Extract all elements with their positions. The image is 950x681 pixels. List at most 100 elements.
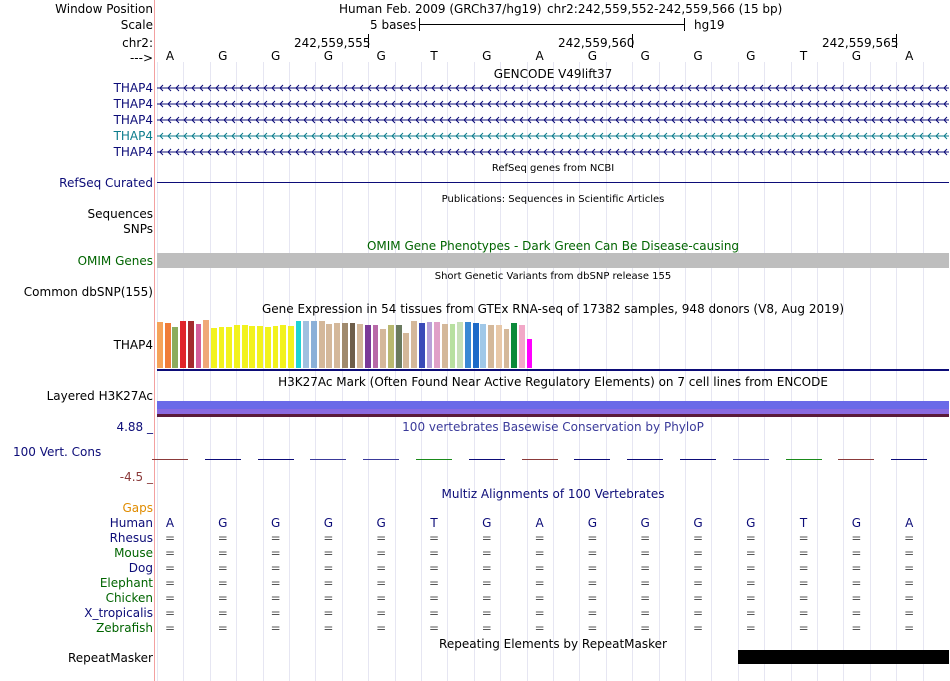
phylop-score-mark[interactable] — [732, 459, 769, 460]
phylop-score-mark[interactable] — [574, 459, 611, 460]
multiz-species-label[interactable]: Rhesus — [109, 531, 153, 545]
publications-track-label[interactable]: Sequences — [87, 207, 153, 221]
phylop-score-mark[interactable] — [204, 459, 241, 460]
refseq-gene-line[interactable] — [157, 182, 949, 183]
gtex-tissue-bar[interactable] — [249, 326, 256, 368]
multiz-gaps-label[interactable]: Gaps — [122, 501, 153, 515]
gtex-tissue-bar[interactable] — [418, 323, 425, 368]
gtex-tissue-bar[interactable] — [210, 328, 217, 368]
repeatmasker-element[interactable] — [738, 650, 949, 664]
gtex-tissue-bar[interactable] — [287, 326, 294, 368]
h3k27ac-track-label[interactable]: Layered H3K27Ac — [46, 389, 153, 403]
gtex-tissue-bar[interactable] — [457, 322, 464, 368]
gtex-tissue-bar[interactable] — [480, 324, 487, 368]
gtex-tissue-bar[interactable] — [295, 321, 302, 368]
gtex-tissue-bar[interactable] — [203, 320, 210, 368]
phylop-score-mark[interactable] — [627, 459, 664, 460]
gtex-tissue-bar[interactable] — [526, 339, 533, 368]
dbsnp-track-label[interactable]: Common dbSNP(155) — [23, 285, 153, 299]
gtex-tissue-bar[interactable] — [164, 323, 171, 368]
gtex-tissue-bar[interactable] — [449, 324, 456, 368]
gtex-tissue-bar[interactable] — [411, 321, 417, 368]
dbsnp-track-title[interactable]: Short Genetic Variants from dbSNP releas… — [434, 271, 672, 282]
gencode-gene-label[interactable]: THAP4 — [113, 145, 153, 159]
gtex-tissue-bar[interactable] — [180, 321, 186, 368]
multiz-species-label[interactable]: Mouse — [114, 546, 153, 560]
h3k27ac-signal-lower[interactable] — [157, 409, 949, 414]
gtex-tissue-bar[interactable] — [326, 324, 333, 368]
refseq-track-label[interactable]: RefSeq Curated — [59, 176, 153, 190]
multiz-track-title[interactable]: Multiz Alignments of 100 Vertebrates — [441, 487, 665, 501]
gencode-transcript[interactable] — [157, 113, 949, 127]
gtex-tissue-bar[interactable] — [280, 325, 287, 368]
omim-gene-bar[interactable] — [157, 253, 949, 268]
gtex-tissue-bar[interactable] — [395, 325, 402, 368]
gtex-tissue-bar[interactable] — [341, 323, 348, 368]
gencode-transcript[interactable] — [157, 145, 949, 159]
gtex-tissue-bar[interactable] — [241, 325, 248, 368]
gtex-tissue-bar[interactable] — [388, 325, 394, 368]
phylop-score-mark[interactable] — [257, 459, 294, 460]
gtex-tissue-bar[interactable] — [488, 325, 494, 368]
publications-track-title[interactable]: Publications: Sequences in Scientific Ar… — [441, 194, 665, 205]
gtex-tissue-bar[interactable] — [187, 321, 194, 368]
gencode-transcript[interactable] — [157, 97, 949, 111]
phylop-score-mark[interactable] — [785, 459, 822, 460]
gtex-tissue-bar[interactable] — [503, 329, 510, 368]
repeatmasker-track-title[interactable]: Repeating Elements by RepeatMasker — [439, 637, 667, 651]
gtex-tissue-bar[interactable] — [380, 329, 387, 368]
phylop-score-mark[interactable] — [680, 459, 716, 460]
gencode-track-title[interactable]: GENCODE V49lift37 — [493, 67, 613, 81]
multiz-species-label[interactable]: Elephant — [99, 576, 153, 590]
multiz-species-label[interactable]: Chicken — [105, 591, 153, 605]
omim-track-title[interactable]: OMIM Gene Phenotypes - Dark Green Can Be… — [366, 239, 740, 253]
repeatmasker-track-label[interactable]: RepeatMasker — [67, 651, 153, 665]
gencode-transcript[interactable] — [157, 81, 949, 95]
phylop-track-title[interactable]: 100 vertebrates Basewise Conservation by… — [402, 420, 704, 434]
gtex-tissue-bar[interactable] — [426, 322, 433, 368]
gtex-tissue-bar[interactable] — [318, 321, 325, 368]
gencode-gene-label[interactable]: THAP4 — [113, 129, 153, 143]
gtex-tissue-bar[interactable] — [234, 325, 240, 368]
gtex-tissue-bar[interactable] — [272, 326, 279, 368]
gtex-tissue-bar[interactable] — [257, 326, 263, 368]
gtex-tissue-bar[interactable] — [495, 325, 502, 368]
gencode-transcript[interactable] — [157, 129, 949, 143]
window-position-value[interactable]: chr2:242,559,552-242,559,566 (15 bp) — [547, 2, 783, 16]
gtex-tissue-bar[interactable] — [472, 323, 479, 368]
refseq-track-title[interactable]: RefSeq genes from NCBI — [491, 163, 615, 174]
gencode-gene-label[interactable]: THAP4 — [113, 81, 153, 95]
gencode-gene-label[interactable]: THAP4 — [113, 113, 153, 127]
gtex-tissue-bar[interactable] — [226, 327, 233, 368]
h3k27ac-signal-upper[interactable] — [157, 401, 949, 409]
gtex-tissue-bar[interactable] — [357, 324, 364, 368]
gtex-track-title[interactable]: Gene Expression in 54 tissues from GTEx … — [261, 302, 845, 316]
omim-track-label[interactable]: OMIM Genes — [77, 254, 153, 268]
gtex-tissue-bar[interactable] — [349, 323, 356, 368]
phylop-score-mark[interactable] — [891, 459, 928, 460]
phylop-score-mark[interactable] — [310, 459, 347, 460]
phylop-score-mark[interactable] — [521, 459, 558, 460]
gtex-tissue-bar[interactable] — [441, 324, 448, 368]
snps-track-label[interactable]: SNPs — [123, 222, 153, 236]
multiz-species-label[interactable]: Human — [109, 516, 153, 530]
phylop-score-mark[interactable] — [363, 459, 400, 460]
multiz-species-label[interactable]: X_tropicalis — [84, 606, 153, 620]
gtex-tissue-bar[interactable] — [511, 323, 518, 368]
phylop-score-mark[interactable] — [416, 459, 452, 460]
gencode-gene-label[interactable]: THAP4 — [113, 97, 153, 111]
gtex-tissue-bar[interactable] — [157, 322, 163, 368]
phylop-track-label[interactable]: 100 Vert. Cons — [13, 445, 102, 459]
gtex-tissue-bar[interactable] — [403, 333, 410, 368]
h3k27ac-track-title[interactable]: H3K27Ac Mark (Often Found Near Active Re… — [278, 375, 828, 389]
gtex-track-label[interactable]: THAP4 — [113, 338, 153, 352]
gtex-tissue-bar[interactable] — [364, 325, 371, 368]
phylop-score-mark[interactable] — [838, 459, 875, 460]
gtex-tissue-bar[interactable] — [372, 325, 379, 368]
gtex-tissue-bar[interactable] — [434, 322, 441, 368]
phylop-score-mark[interactable] — [468, 459, 505, 460]
gtex-tissue-bar[interactable] — [465, 322, 471, 368]
gtex-tissue-bar[interactable] — [311, 321, 317, 368]
gtex-tissue-bar[interactable] — [264, 327, 271, 368]
gtex-tissue-bar[interactable] — [172, 327, 179, 368]
